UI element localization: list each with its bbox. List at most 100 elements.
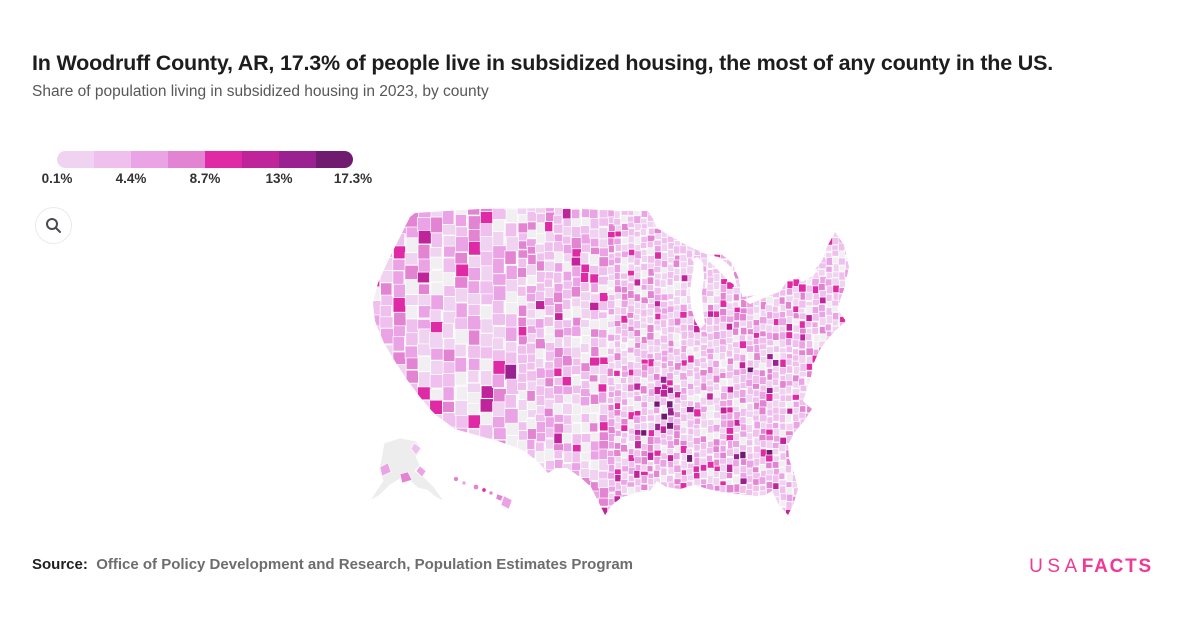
county-cell[interactable]	[536, 518, 544, 527]
county-cell[interactable]	[607, 418, 616, 427]
county-cell[interactable]	[562, 226, 573, 237]
county-cell[interactable]	[725, 245, 734, 255]
county-cell[interactable]	[614, 402, 621, 410]
county-cell[interactable]	[700, 362, 708, 369]
county-cell[interactable]	[825, 224, 833, 232]
county-cell[interactable]	[686, 485, 694, 494]
county-cell[interactable]	[479, 280, 495, 295]
county-cell[interactable]	[626, 391, 635, 399]
county-cell[interactable]	[526, 380, 538, 392]
county-cell[interactable]	[772, 221, 780, 230]
county-cell[interactable]	[712, 324, 720, 332]
county-cell[interactable]	[765, 261, 774, 269]
county-cell[interactable]	[479, 223, 493, 238]
county-cell[interactable]	[793, 508, 801, 516]
county-cell[interactable]	[692, 465, 700, 473]
county-cell[interactable]	[544, 448, 555, 461]
county-cell[interactable]	[647, 451, 654, 461]
county-cell[interactable]	[639, 385, 648, 395]
county-cell[interactable]	[825, 398, 833, 407]
county-cell[interactable]	[845, 494, 854, 503]
county-cell[interactable]	[700, 442, 708, 451]
county-cell[interactable]	[720, 413, 728, 421]
county-cell[interactable]	[392, 297, 407, 313]
county-cell[interactable]	[831, 305, 840, 313]
county-cell[interactable]	[647, 507, 655, 515]
county-cell[interactable]	[745, 288, 754, 296]
county-cell[interactable]	[608, 518, 614, 525]
county-cell[interactable]	[818, 457, 826, 467]
county-cell[interactable]	[621, 465, 629, 473]
county-cell[interactable]	[838, 257, 846, 266]
county-cell[interactable]	[726, 252, 734, 261]
county-cell[interactable]	[646, 414, 655, 422]
county-cell[interactable]	[516, 452, 527, 461]
county-cell[interactable]	[527, 523, 537, 531]
county-cell[interactable]	[778, 317, 787, 326]
county-cell[interactable]	[442, 386, 455, 401]
county-cell[interactable]	[745, 236, 754, 245]
county-cell[interactable]	[725, 472, 733, 479]
county-cell[interactable]	[844, 320, 852, 328]
us-county-choropleth-map[interactable]	[355, 202, 855, 532]
county-cell[interactable]	[805, 314, 813, 323]
hawaii-island[interactable]	[488, 490, 494, 496]
county-cell[interactable]	[654, 430, 662, 438]
county-cell[interactable]	[562, 270, 572, 282]
county-cell[interactable]	[417, 428, 432, 441]
county-cell[interactable]	[563, 471, 573, 483]
county-cell[interactable]	[745, 230, 754, 239]
county-cell[interactable]	[571, 470, 580, 480]
county-cell[interactable]	[526, 333, 537, 343]
county-cell[interactable]	[706, 503, 713, 512]
hawaii-island[interactable]	[461, 480, 467, 486]
county-cell[interactable]	[544, 221, 554, 233]
county-cell[interactable]	[454, 357, 467, 374]
county-cell[interactable]	[798, 438, 807, 446]
county-cell[interactable]	[732, 249, 741, 257]
county-cell[interactable]	[733, 293, 740, 302]
county-cell[interactable]	[639, 228, 647, 236]
county-cell[interactable]	[627, 514, 636, 523]
county-cell[interactable]	[686, 434, 694, 442]
county-cell[interactable]	[792, 202, 801, 209]
county-cell[interactable]	[772, 482, 780, 490]
county-cell[interactable]	[739, 257, 748, 266]
county-cell[interactable]	[805, 481, 813, 491]
county-cell[interactable]	[758, 390, 767, 400]
county-cell[interactable]	[418, 203, 433, 219]
county-cell[interactable]	[805, 440, 813, 449]
county-cell[interactable]	[379, 425, 392, 440]
county-cell[interactable]	[405, 318, 419, 334]
county-cell[interactable]	[393, 402, 408, 414]
county-cell[interactable]	[779, 288, 787, 297]
county-cell[interactable]	[838, 250, 846, 259]
county-cell[interactable]	[620, 424, 629, 432]
county-cell[interactable]	[646, 465, 654, 473]
county-cell[interactable]	[706, 233, 714, 242]
county-cell[interactable]	[379, 208, 394, 220]
county-cell[interactable]	[844, 412, 852, 421]
county-cell[interactable]	[765, 462, 773, 469]
county-cell[interactable]	[786, 493, 794, 502]
county-cell[interactable]	[818, 450, 826, 458]
county-cell[interactable]	[786, 238, 795, 248]
county-cell[interactable]	[819, 500, 826, 509]
county-cell[interactable]	[418, 491, 431, 505]
county-cell[interactable]	[646, 247, 655, 256]
county-cell[interactable]	[653, 493, 661, 502]
county-cell[interactable]	[492, 479, 508, 492]
county-cell[interactable]	[778, 401, 787, 408]
county-cell[interactable]	[766, 488, 773, 497]
county-cell[interactable]	[405, 425, 421, 440]
county-cell[interactable]	[505, 514, 520, 530]
county-cell[interactable]	[380, 294, 394, 307]
county-cell[interactable]	[430, 428, 445, 441]
county-cell[interactable]	[739, 514, 748, 522]
county-cell[interactable]	[746, 202, 752, 207]
hawaii-island[interactable]	[473, 484, 479, 490]
county-cell[interactable]	[832, 491, 840, 500]
county-cell[interactable]	[845, 444, 853, 454]
county-cell[interactable]	[793, 435, 800, 445]
county-cell[interactable]	[699, 202, 708, 209]
